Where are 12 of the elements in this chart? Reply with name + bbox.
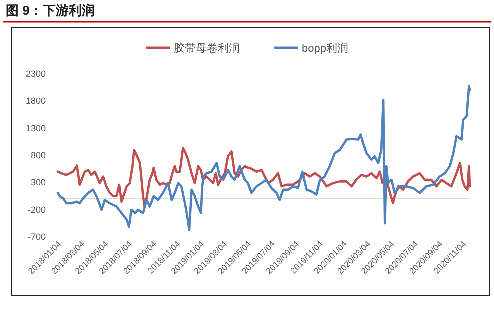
- y-tick-label: 2300: [26, 68, 46, 79]
- y-tick-label: -200: [28, 204, 46, 215]
- y-tick-label: -700: [28, 232, 46, 242]
- y-tick-label: 300: [30, 178, 46, 188]
- legend-label: bopp利润: [302, 42, 348, 55]
- y-tick-label: 800: [30, 150, 46, 160]
- y-tick-label: 1800: [26, 96, 46, 106]
- line-series: [56, 85, 472, 232]
- chart-title: 图 9：下游利润: [6, 3, 95, 18]
- line-series: [56, 147, 472, 208]
- y-tick-label: 1300: [26, 123, 46, 134]
- legend-label: 胶带母卷利润: [174, 42, 240, 55]
